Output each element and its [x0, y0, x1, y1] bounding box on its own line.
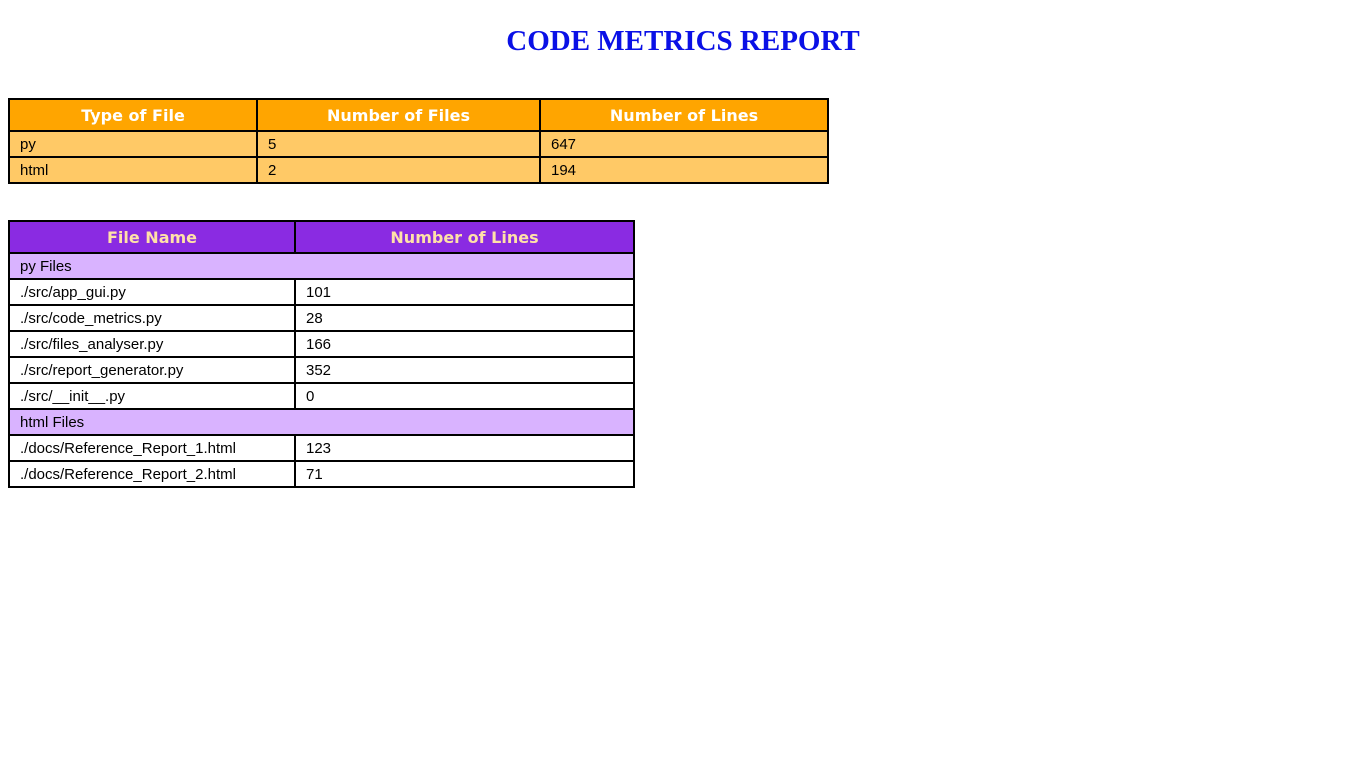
group-row: html Files	[8, 408, 635, 436]
file-type-cell: py	[8, 130, 258, 158]
line-count-cell: 28	[294, 304, 635, 332]
file-count-cell: 2	[256, 156, 541, 184]
header-number-of-lines: Number of Lines	[539, 98, 829, 132]
file-name-cell: ./src/app_gui.py	[8, 278, 296, 306]
file-name-cell: ./src/__init__.py	[8, 382, 296, 410]
table-row: ./src/code_metrics.py 28	[8, 304, 635, 332]
line-count-cell: 101	[294, 278, 635, 306]
table-header-row: File Name Number of Lines	[8, 220, 635, 254]
file-count-cell: 5	[256, 130, 541, 158]
line-count-cell: 166	[294, 330, 635, 358]
file-name-cell: ./src/report_generator.py	[8, 356, 296, 384]
line-count-cell: 194	[539, 156, 829, 184]
group-label-html-files: html Files	[8, 408, 635, 436]
line-count-cell: 647	[539, 130, 829, 158]
table-header-row: Type of File Number of Files Number of L…	[8, 98, 829, 132]
header-number-of-lines: Number of Lines	[294, 220, 635, 254]
table-row: py 5 647	[8, 130, 829, 158]
group-label-py-files: py Files	[8, 252, 635, 280]
file-detail-table: File Name Number of Lines py Files ./src…	[8, 220, 635, 488]
file-type-summary-table: Type of File Number of Files Number of L…	[8, 98, 829, 184]
file-name-cell: ./docs/Reference_Report_2.html	[8, 460, 296, 488]
table-row: ./src/__init__.py 0	[8, 382, 635, 410]
line-count-cell: 352	[294, 356, 635, 384]
header-file-name: File Name	[8, 220, 296, 254]
header-number-of-files: Number of Files	[256, 98, 541, 132]
group-row: py Files	[8, 252, 635, 280]
table-row: html 2 194	[8, 156, 829, 184]
table-row: ./src/files_analyser.py 166	[8, 330, 635, 358]
line-count-cell: 123	[294, 434, 635, 462]
file-name-cell: ./src/files_analyser.py	[8, 330, 296, 358]
header-type-of-file: Type of File	[8, 98, 258, 132]
file-type-cell: html	[8, 156, 258, 184]
table-row: ./docs/Reference_Report_2.html 71	[8, 460, 635, 488]
file-name-cell: ./src/code_metrics.py	[8, 304, 296, 332]
table-row: ./src/app_gui.py 101	[8, 278, 635, 306]
line-count-cell: 0	[294, 382, 635, 410]
table-row: ./docs/Reference_Report_1.html 123	[8, 434, 635, 462]
report-title: CODE METRICS REPORT	[506, 25, 860, 57]
line-count-cell: 71	[294, 460, 635, 488]
file-name-cell: ./docs/Reference_Report_1.html	[8, 434, 296, 462]
table-row: ./src/report_generator.py 352	[8, 356, 635, 384]
